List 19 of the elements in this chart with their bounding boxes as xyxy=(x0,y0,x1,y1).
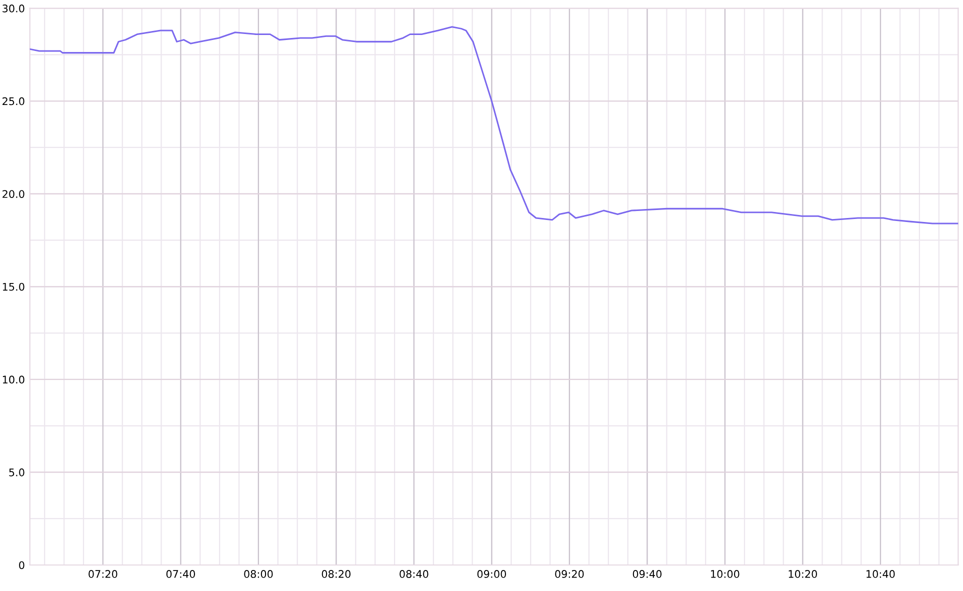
x-tick-label: 10:00 xyxy=(711,570,740,578)
x-tick-label: 08:40 xyxy=(400,570,428,578)
y-tick-label: 25.0 xyxy=(2,97,24,106)
y-tick-label: 10.0 xyxy=(2,376,24,384)
x-tick-label: 08:20 xyxy=(322,570,350,578)
y-tick-label: 5.0 xyxy=(9,468,24,476)
y-tick-label: 0 xyxy=(19,561,24,570)
x-tick-label: 09:00 xyxy=(477,570,506,578)
x-tick-label: 09:20 xyxy=(555,570,584,578)
y-tick-label: 15.0 xyxy=(2,282,24,291)
x-tick-label: 07:20 xyxy=(88,570,118,578)
x-tick-label: 09:40 xyxy=(632,570,662,578)
y-tick-label: 20.0 xyxy=(2,190,24,198)
x-tick-label: 10:20 xyxy=(788,570,817,578)
x-tick-label: 10:40 xyxy=(866,570,895,578)
y-tick-label: 30.0 xyxy=(2,4,24,12)
line-series xyxy=(30,26,958,224)
x-tick-label: 07:40 xyxy=(166,570,196,578)
x-tick-label: 08:00 xyxy=(244,570,273,578)
